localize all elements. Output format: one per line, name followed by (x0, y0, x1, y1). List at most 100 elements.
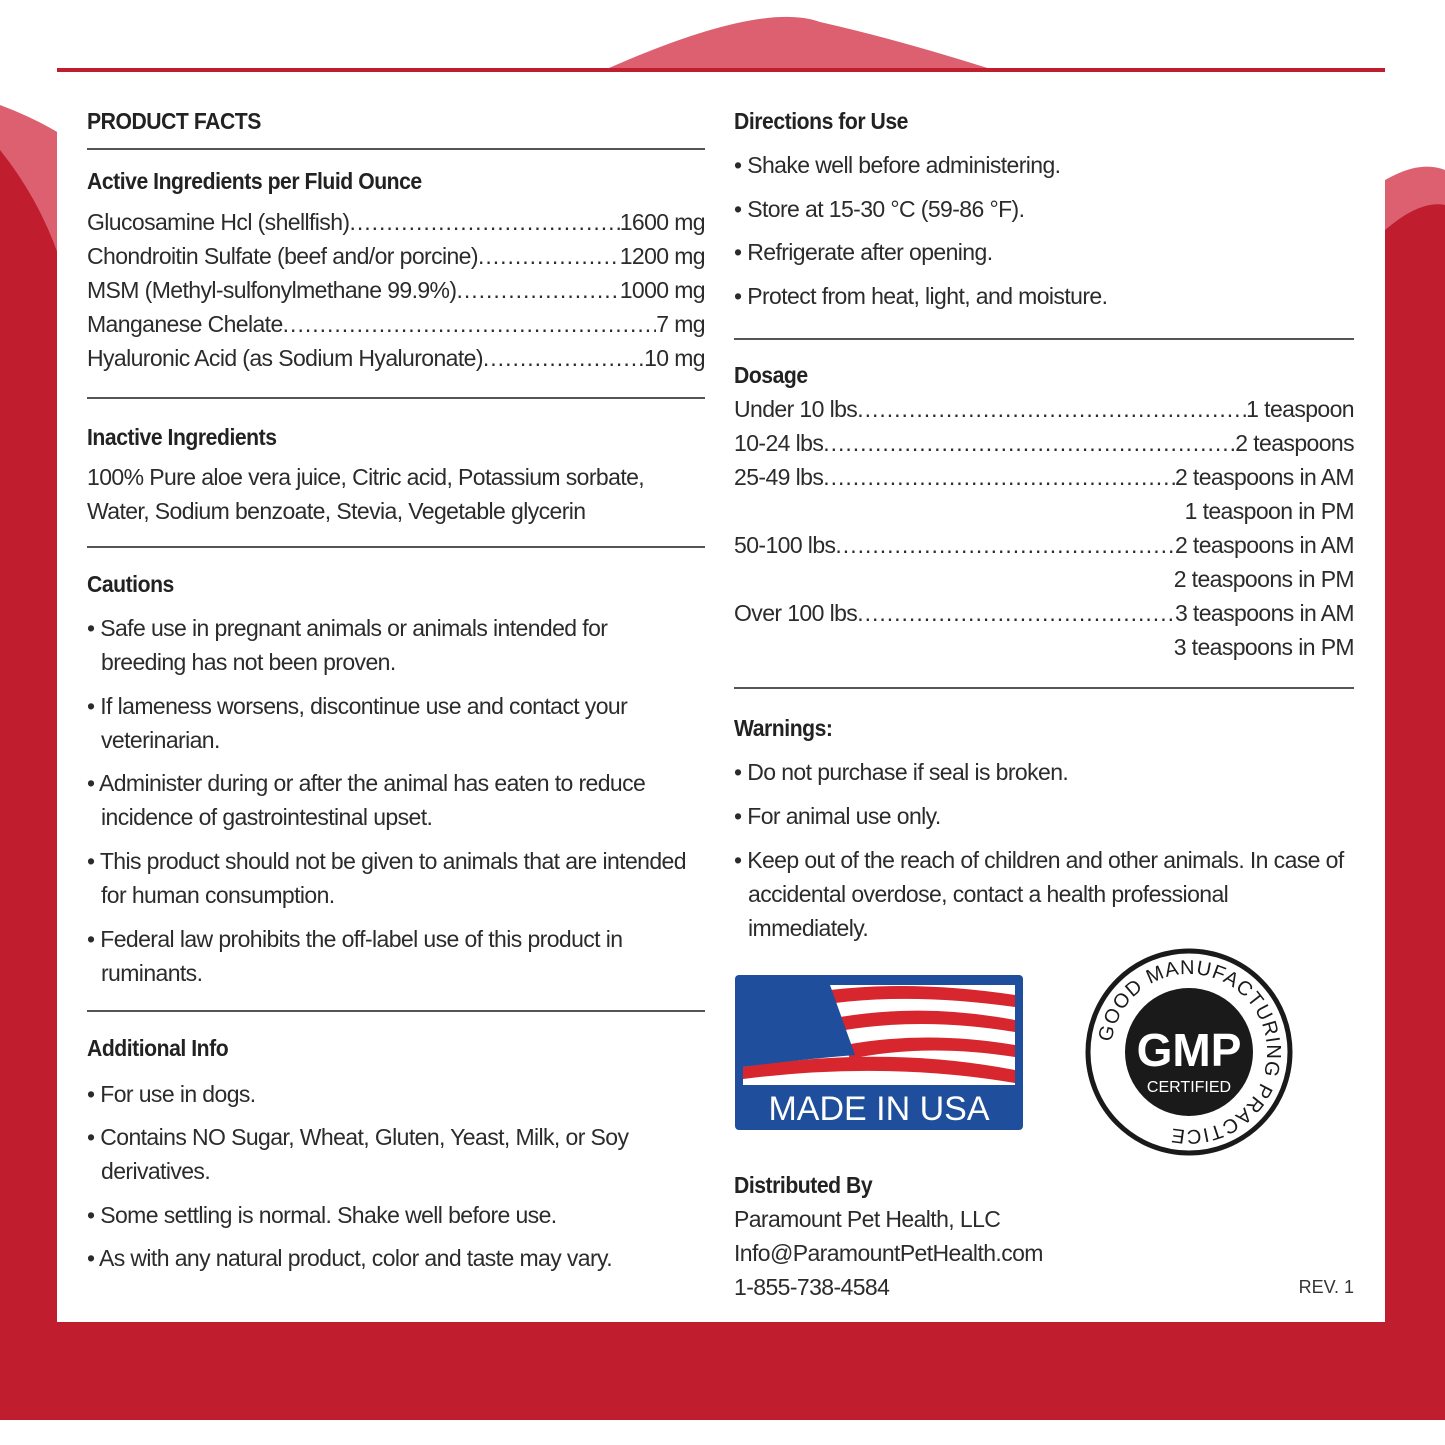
additional-info-item: • For use in dogs. (87, 1080, 256, 1108)
additional-info-item: • Some settling is normal. Shake well be… (87, 1201, 557, 1229)
caution-item: • This product should not be given to an… (87, 847, 687, 875)
inactive-ingredients-text: 100% Pure aloe vera juice, Citric acid, … (87, 464, 645, 490)
row-value: 2 teaspoons in AM (1174, 464, 1355, 490)
bullet-icon: • (734, 239, 748, 265)
dot-leader (349, 208, 619, 236)
inactive-ingredients-heading: Inactive Ingredients (87, 424, 277, 450)
revision-label: REV. 1 (1298, 1277, 1354, 1297)
caution-item: veterinarian. (101, 726, 220, 754)
warnings-heading: Warnings: (734, 715, 833, 741)
bullet-text: accidental overdose, contact a health pr… (748, 881, 1229, 907)
bullet-text: This product should not be given to anim… (99, 848, 687, 874)
inactive-ingredients-text: Water, Sodium benzoate, Stevia, Vegetabl… (87, 498, 586, 524)
ingredient-row: Chondroitin Sulfate (beef and/or porcine… (87, 242, 706, 270)
dosage-row: 10-24 lbs 2 teaspoons (734, 429, 1355, 457)
divider (87, 1010, 705, 1012)
row-value: 1600 mg (619, 209, 706, 235)
bullet-text: If lameness worsens, discontinue use and… (100, 693, 628, 719)
row-value: 1000 mg (619, 277, 706, 303)
caution-item: for human consumption. (101, 881, 335, 909)
dot-leader (283, 310, 657, 338)
bullet-text: immediately. (748, 915, 869, 941)
bullet-icon: • (734, 152, 748, 178)
ingredient-row: Hyaluronic Acid (as Sodium Hyaluronate) 1… (87, 344, 706, 372)
dot-leader (835, 531, 1175, 559)
ingredient-row: Manganese Chelate 7 mg (87, 310, 706, 338)
dosage-row: 50-100 lbs 2 teaspoons in AM (734, 531, 1355, 559)
bullet-text: ruminants. (101, 960, 203, 986)
bullet-text: Shake well before administering. (747, 152, 1061, 178)
dot-leader (478, 242, 620, 270)
bullet-text: for human consumption. (101, 882, 335, 908)
gmp-text: GMP (1137, 1024, 1242, 1076)
bullet-icon: • (87, 1245, 99, 1271)
warning-item: • Keep out of the reach of children and … (734, 846, 1344, 874)
bullet-text: For animal use only. (747, 803, 941, 829)
cautions-heading: Cautions (87, 571, 174, 597)
dot-leader (857, 395, 1246, 423)
dot-leader (857, 599, 1175, 627)
bullet-text: incidence of gastrointestinal upset. (101, 804, 433, 830)
made-in-usa-badge: MADE IN USA (735, 975, 1023, 1130)
direction-item: • Shake well before administering. (734, 151, 1061, 179)
bullet-icon: • (87, 770, 99, 796)
flag-icon (743, 985, 1015, 1085)
row-label: Over 100 lbs (734, 600, 858, 626)
bullet-text: Do not purchase if seal is broken. (747, 759, 1069, 785)
additional-info-item: derivatives. (101, 1157, 211, 1185)
row-label: 25-49 lbs (734, 464, 824, 490)
direction-item: • Refrigerate after opening. (734, 238, 993, 266)
row-label: 50-100 lbs (734, 532, 836, 558)
distributed-by-heading: Distributed By (734, 1172, 873, 1198)
row-value: 1 teaspoon (1246, 396, 1354, 422)
bullet-icon: • (87, 693, 101, 719)
gmp-certified-badge: GOOD MANUFACTURING PRACTICE GMP CERTIFIE… (1085, 948, 1293, 1156)
warning-item: immediately. (748, 914, 869, 942)
caution-item: ruminants. (101, 959, 203, 987)
directions-heading: Directions for Use (734, 108, 908, 134)
row-label: Glucosamine Hcl (shellfish) (87, 209, 350, 235)
dosage-row: 25-49 lbs 2 teaspoons in AM (734, 463, 1355, 491)
made-in-usa-text: MADE IN USA (768, 1090, 989, 1128)
row-value: 7 mg (656, 311, 705, 337)
bullet-icon: • (734, 847, 748, 873)
product-facts-title: PRODUCT FACTS (87, 108, 261, 134)
distributor-line: Paramount Pet Health, LLC (734, 1206, 1001, 1232)
bullet-icon: • (87, 1124, 101, 1150)
dosage-row: Over 100 lbs 3 teaspoons in AM (734, 599, 1355, 627)
bullet-text: Some settling is normal. Shake well befo… (100, 1202, 557, 1228)
active-ingredients-heading: Active Ingredients per Fluid Ounce (87, 168, 422, 194)
gmp-certified-text: CERTIFIED (1147, 1079, 1231, 1096)
direction-item: • Store at 15-30 °C (59-86 °F). (734, 195, 1025, 223)
direction-item: • Protect from heat, light, and moisture… (734, 282, 1108, 310)
row-value: 3 teaspoons in AM (1174, 600, 1355, 626)
bullet-text: For use in dogs. (100, 1081, 256, 1107)
bullet-text: Refrigerate after opening. (747, 239, 993, 265)
caution-item: breeding has not been proven. (101, 648, 396, 676)
bullet-icon: • (734, 283, 748, 309)
divider (87, 397, 705, 399)
bullet-text: breeding has not been proven. (101, 649, 396, 675)
dot-leader (456, 276, 619, 304)
bullet-icon: • (734, 759, 748, 785)
ingredient-row: Glucosamine Hcl (shellfish) 1600 mg (87, 208, 706, 236)
caution-item: incidence of gastrointestinal upset. (101, 803, 433, 831)
divider (734, 687, 1354, 689)
distributor-line: Info@ParamountPetHealth.com (734, 1240, 1043, 1266)
distributor-line: 1-855-738-4584 (734, 1274, 890, 1300)
bullet-icon: • (734, 803, 748, 829)
row-value: 2 teaspoons (1235, 430, 1354, 456)
warning-item: accidental overdose, contact a health pr… (748, 880, 1229, 908)
divider (87, 546, 705, 548)
bullet-text: Protect from heat, light, and moisture. (747, 283, 1108, 309)
row-value: 2 teaspoons in AM (1174, 532, 1355, 558)
warning-item: • Do not purchase if seal is broken. (734, 758, 1069, 786)
caution-item: • Administer during or after the animal … (87, 769, 646, 797)
bullet-text: veterinarian. (101, 727, 220, 753)
dosage-row-pm: 2 teaspoons in PM (1173, 566, 1355, 592)
row-value: 1200 mg (619, 243, 706, 269)
bullet-icon: • (734, 196, 748, 222)
row-label: Chondroitin Sulfate (beef and/or porcine… (87, 243, 479, 269)
row-label: 10-24 lbs (734, 430, 824, 456)
bullet-text: As with any natural product, color and t… (98, 1245, 613, 1271)
